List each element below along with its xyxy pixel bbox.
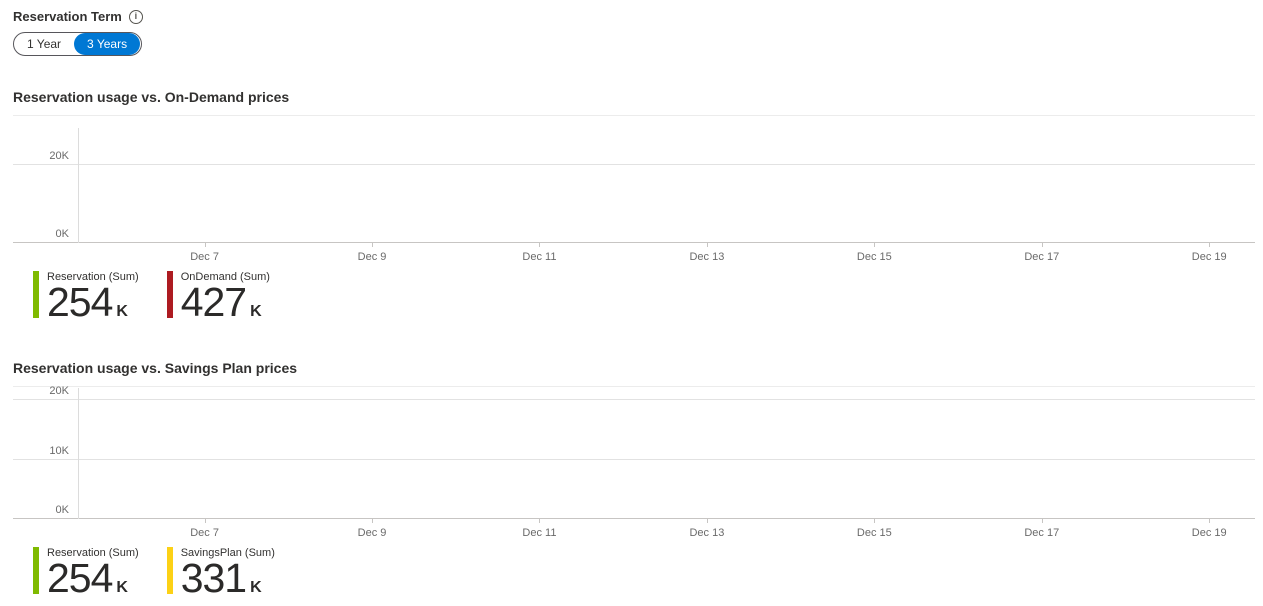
legend-item-savingsplan: SavingsPlan (Sum) 331 K (166, 546, 275, 601)
toggle-option-3-years[interactable]: 3 Years (74, 33, 141, 55)
x-axis-tick (1209, 518, 1211, 523)
x-axis-label: Dec 7 (163, 518, 247, 543)
savingsplan-chart-plot: 0K 10K 20K (13, 385, 1255, 519)
y-axis-tick-label: 0K (55, 503, 69, 516)
x-axis-label: Dec 15 (832, 518, 916, 543)
x-axis-tick (204, 243, 206, 247)
toggle-option-1-year[interactable]: 1 Year (14, 33, 74, 55)
x-axis-tick (706, 518, 708, 523)
x-axis-label (246, 243, 330, 267)
legend-unit: K (116, 578, 128, 596)
x-axis-label (414, 519, 498, 543)
savingsplan-chart-xaxis: Dec 7 Dec 9 Dec 11 Dec 13 Dec 15 Dec 17 Dec 19 (79, 518, 1251, 543)
x-axis-label: Dec 19 (1167, 518, 1251, 543)
reservation-term-label: Reservation Term (13, 9, 122, 24)
legend-unit: K (250, 578, 262, 596)
ondemand-chart-plot: 0K 20K (13, 128, 1255, 243)
legend-item-ondemand: OnDemand (Sum) 427 K (166, 271, 270, 325)
x-axis-label: Dec 9 (330, 243, 414, 267)
savingsplan-chart-legend: Reservation (Sum) 254 K SavingsPlan (Sum… (13, 546, 1255, 601)
x-axis-label: Dec 19 (1167, 243, 1251, 267)
legend-color-bar (33, 271, 39, 318)
x-axis-tick (874, 518, 876, 523)
reservation-term-header: Reservation Term i (13, 9, 1255, 24)
x-axis-tick (1041, 518, 1043, 523)
x-axis-label (749, 243, 833, 267)
legend-value: 254 (47, 554, 113, 601)
x-axis-tick (539, 518, 541, 523)
legend-value: 331 (180, 554, 247, 601)
gridline (13, 517, 1255, 519)
x-axis-label: Dec 9 (330, 518, 414, 543)
x-axis-label (581, 519, 665, 543)
ondemand-chart-legend: Reservation (Sum) 254 K OnDemand (Sum) 4… (13, 271, 1255, 325)
reservation-term-toggle[interactable]: 1 Year 3 Years (13, 32, 143, 56)
legend-value: 427 (180, 279, 247, 325)
legend-color-bar (166, 546, 173, 594)
ondemand-chart-title: Reservation usage vs. On-Demand prices (13, 89, 290, 105)
x-axis-tick (372, 518, 374, 523)
legend-label: Reservation (Sum) (47, 546, 139, 559)
gridline (13, 164, 1255, 166)
savingsplan-chart-title: Reservation usage vs. Savings Plan price… (13, 359, 298, 376)
x-axis-label (916, 519, 1000, 543)
bars-area (79, 128, 1251, 243)
x-axis-label (1084, 519, 1168, 543)
legend-label: OnDemand (Sum) (180, 271, 270, 283)
y-axis-line (78, 128, 79, 243)
ondemand-chart-section: Reservation usage vs. On-Demand prices 0… (13, 89, 1255, 325)
x-axis-label: Dec 15 (832, 243, 916, 267)
gridline (13, 458, 1255, 460)
legend-label: Reservation (Sum) (47, 271, 139, 283)
legend-color-bar (33, 546, 39, 594)
y-axis-tick-label: 20K (49, 150, 69, 163)
y-axis-tick-label: 20K (49, 385, 69, 398)
y-axis-tick-label: 0K (55, 228, 69, 240)
x-axis-label (581, 243, 665, 267)
x-axis-tick (204, 518, 206, 523)
bars-area (79, 388, 1251, 519)
savingsplan-chart-section: Reservation usage vs. Savings Plan price… (13, 359, 1255, 601)
x-axis-label (79, 519, 163, 543)
y-axis-line (78, 387, 79, 519)
x-axis-label (246, 519, 330, 543)
legend-unit: K (116, 302, 128, 320)
x-axis-label (749, 519, 833, 543)
info-icon[interactable]: i (128, 9, 143, 24)
ondemand-chart-xaxis: Dec 7 Dec 9 Dec 11 Dec 13 Dec 15 Dec 17 Dec 19 (79, 243, 1251, 267)
legend-value: 254 (47, 279, 113, 325)
x-axis-tick (372, 243, 374, 247)
x-axis-label (79, 243, 163, 267)
legend-item-reservation: Reservation (Sum) 254 K (33, 271, 139, 325)
x-axis-tick (539, 243, 541, 247)
x-axis-tick (1041, 243, 1043, 247)
x-axis-tick (1209, 243, 1211, 247)
x-axis-label: Dec 7 (163, 243, 247, 267)
legend-item-reservation: Reservation (Sum) 254 K (33, 546, 139, 601)
section-divider (13, 385, 1255, 387)
x-axis-label: Dec 11 (498, 243, 582, 267)
y-axis-tick-label: 10K (49, 444, 69, 457)
x-axis-label: Dec 13 (665, 243, 749, 267)
gridline (13, 242, 1255, 243)
legend-unit: K (250, 302, 262, 320)
x-axis-label (1084, 243, 1168, 267)
x-axis-label: Dec 13 (665, 518, 749, 543)
section-divider (13, 115, 1255, 116)
x-axis-label: Dec 17 (1000, 243, 1084, 267)
x-axis-label (916, 243, 1000, 267)
x-axis-tick (874, 243, 876, 247)
x-axis-label: Dec 17 (1000, 518, 1084, 543)
legend-label: SavingsPlan (Sum) (180, 546, 275, 559)
gridline (13, 399, 1255, 401)
x-axis-label (414, 243, 498, 267)
legend-color-bar (166, 271, 173, 318)
x-axis-tick (706, 243, 708, 247)
x-axis-label: Dec 11 (498, 518, 582, 543)
